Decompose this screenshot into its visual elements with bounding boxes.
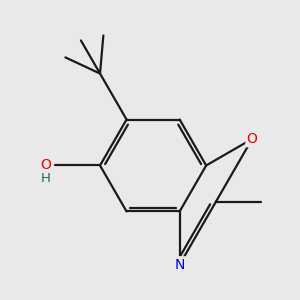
Text: H: H — [40, 172, 50, 185]
Text: O: O — [247, 132, 258, 146]
Text: N: N — [175, 257, 185, 272]
Text: O: O — [40, 158, 51, 172]
